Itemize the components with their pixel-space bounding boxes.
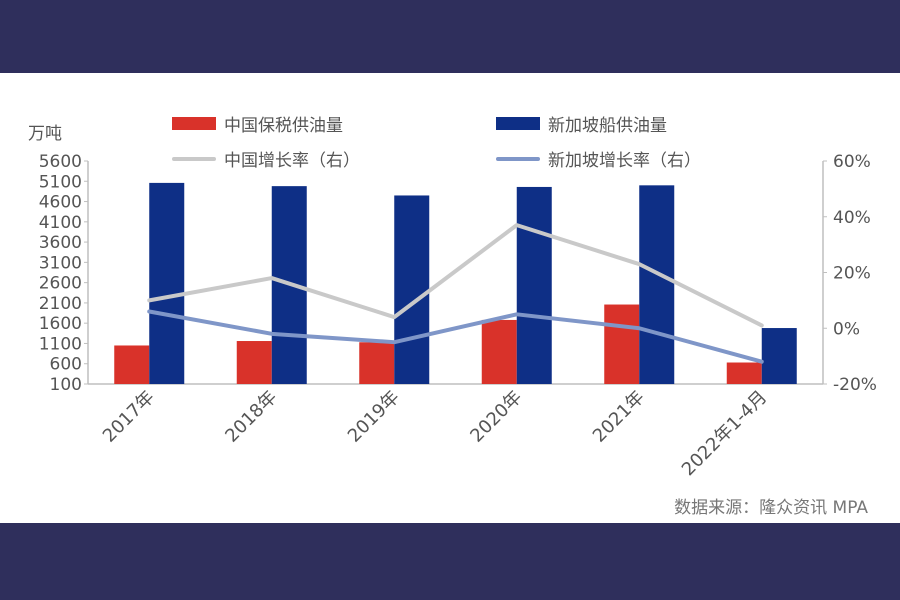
legend-swatch-china-bar [172,117,216,130]
left-tick-label: 5100 [39,172,82,192]
left-tick-label: 1100 [39,334,82,354]
x-category-label: 2020年 [466,387,526,447]
left-tick-label: 1600 [39,314,82,334]
point-singapore-growth [638,327,640,329]
left-axis-unit: 万吨 [28,124,62,144]
point-china-growth [271,277,273,279]
left-tick-label: 5600 [39,152,82,172]
x-category-label: 2017年 [99,387,159,447]
point-china-growth [516,224,518,226]
right-tick-label: 60% [833,152,871,172]
left-tick-label: 3100 [39,253,82,273]
bar-china-volume [481,319,517,384]
point-singapore-growth [393,341,395,343]
source-note: 数据来源：隆众资讯 MPA [674,498,868,518]
legend-swatch-singapore-line [496,156,540,161]
right-tick-label: 20% [833,264,871,284]
left-tick-label: 3600 [39,233,82,253]
left-tick-label: 100 [50,375,82,395]
legend-singapore-volume: 新加坡船供油量 [496,111,667,136]
bar-china-volume [359,342,395,384]
bar-china-volume [114,345,150,384]
left-tick-label: 4600 [39,193,82,213]
x-category-label: 2018年 [221,387,281,447]
point-china-growth [148,299,150,301]
point-china-growth [761,324,763,326]
bar-singapore-volume [394,195,430,384]
legend-label-china-volume: 中国保税供油量 [224,116,343,136]
legend-label-singapore-growth: 新加坡增长率（右） [548,151,701,171]
bar-singapore-volume [516,186,552,384]
legend-label-singapore-volume: 新加坡船供油量 [548,116,667,136]
right-tick-label: 40% [833,208,871,228]
bar-singapore-volume [149,182,185,384]
point-singapore-growth [761,361,763,363]
right-tick-label: 0% [833,319,860,339]
point-singapore-growth [271,333,273,335]
left-tick-label: 4100 [39,213,82,233]
left-tick-label: 600 [50,355,82,375]
bar-china-volume [726,362,762,384]
legend-china-volume: 中国保税供油量 [172,111,343,136]
bottom-border-band [0,523,900,600]
point-singapore-growth [516,313,518,315]
legend-swatch-singapore-bar [496,117,540,130]
line-singapore-growth [147,309,764,364]
legend-singapore-growth: 新加坡增长率（右） [496,146,701,171]
legend-label-china-growth: 中国增长率（右） [224,151,360,171]
legend-swatch-china-line [172,156,216,161]
left-tick-label: 2600 [39,274,82,294]
x-category-label: 2022年1-4月 [678,387,771,480]
bar-singapore-volume [639,185,675,384]
left-tick-label: 2100 [39,294,82,314]
bar-china-volume [604,304,640,384]
legend-china-growth: 中国增长率（右） [172,146,360,171]
bar-china-volume [236,341,272,384]
bar-singapore-volume [761,328,797,384]
combo-chart: 5600510046004100360031002600210016001100… [39,152,877,480]
top-border-band [0,0,900,73]
x-category-label: 2019年 [344,387,404,447]
point-china-growth [393,316,395,318]
point-china-growth [638,263,640,265]
x-category-label: 2021年 [589,387,649,447]
chart-panel: 万吨 中国保税供油量 新加坡船供油量 中国增长率（右） 新加坡增长率（右） 56… [0,73,900,523]
right-tick-label: -20% [833,375,877,395]
line-china-growth [147,223,764,328]
point-singapore-growth [148,311,150,313]
